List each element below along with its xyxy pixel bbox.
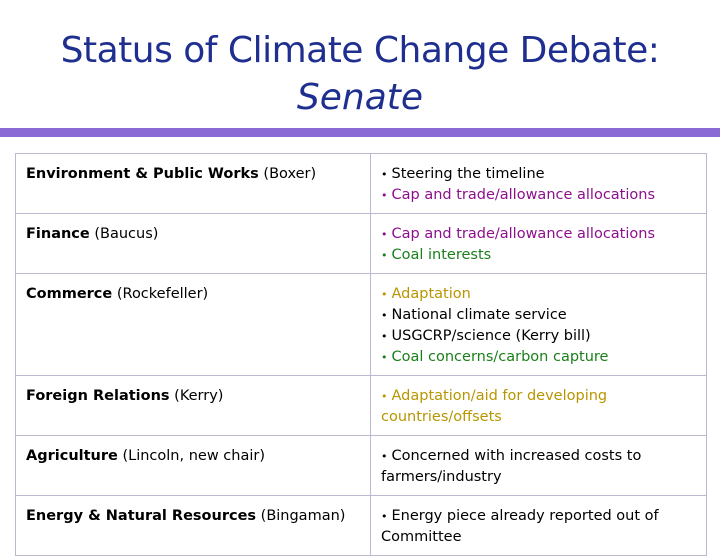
issue-item: • Coal concerns/carbon capture xyxy=(381,347,698,368)
title-line-2: Senate xyxy=(296,77,424,118)
issues-cell: • Cap and trade/allowance allocations • Coa… xyxy=(370,213,707,274)
bullet-icon: • xyxy=(381,228,388,241)
issues-cell: • Adaptation/aid for developing countries… xyxy=(370,375,707,436)
table-row: Environment & Public Works (Boxer) • Steer… xyxy=(15,153,707,214)
issue-item: • Energy piece already reported out of Co… xyxy=(381,506,698,548)
committee-name: Agriculture xyxy=(26,448,118,464)
title-line-1: Status of Climate Change Debate: xyxy=(60,30,660,71)
bullet-icon: • xyxy=(381,390,388,403)
table-row: Energy & Natural Resources (Bingaman) • En… xyxy=(15,495,707,556)
committee-name: Finance xyxy=(26,226,90,242)
issue-text: Cap and trade/allowance allocations xyxy=(391,187,656,203)
committee-chair: (Lincoln, new chair) xyxy=(117,448,265,464)
table-row: Agriculture (Lincoln, new chair) • Concern… xyxy=(15,435,707,496)
committee-chair: (Kerry) xyxy=(169,388,224,404)
issue-text: Cap and trade/allowance allocations xyxy=(391,226,656,242)
issue-item: • Concerned with increased costs to farme… xyxy=(381,446,698,488)
issue-text: Energy piece already reported out of Com… xyxy=(381,508,659,545)
issue-text: Adaptation xyxy=(391,286,471,302)
bullet-icon: • xyxy=(381,351,388,364)
issues-cell: • Adaptation • National climate service • USG… xyxy=(370,273,707,376)
issue-text: USGCRP/science (Kerry bill) xyxy=(391,328,591,344)
bullet-icon: • xyxy=(381,189,388,202)
bullet-icon: • xyxy=(381,450,388,463)
issues-cell: • Steering the timeline • Cap and trade/all… xyxy=(370,153,707,214)
slide-title: Status of Climate Change Debate: Senate xyxy=(0,30,720,118)
committee-chair: (Rockefeller) xyxy=(112,286,209,302)
table-row: Finance (Baucus) • Cap and trade/allowance… xyxy=(15,213,707,274)
committee-name: Foreign Relations xyxy=(26,388,170,404)
issue-item: • Cap and trade/allowance allocations xyxy=(381,185,698,206)
issue-item: • Adaptation xyxy=(381,284,698,305)
title-divider xyxy=(0,128,720,137)
committee-cell: Environment & Public Works (Boxer) xyxy=(15,153,371,214)
issues-cell: • Concerned with increased costs to farme… xyxy=(370,435,707,496)
committee-chair: (Bingaman) xyxy=(256,508,346,524)
committee-chair: (Boxer) xyxy=(258,166,317,182)
bullet-icon: • xyxy=(381,510,388,523)
issue-text: Coal concerns/carbon capture xyxy=(391,349,609,365)
bullet-icon: • xyxy=(381,309,388,322)
bullet-icon: • xyxy=(381,168,388,181)
committee-cell: Foreign Relations (Kerry) xyxy=(15,375,371,436)
issue-item: • Coal interests xyxy=(381,245,698,266)
committee-chair: (Baucus) xyxy=(89,226,159,242)
issue-item: • National climate service xyxy=(381,305,698,326)
committee-name: Energy & Natural Resources xyxy=(26,508,257,524)
bullet-icon: • xyxy=(381,249,388,262)
issue-text: Adaptation/aid for developing countries/… xyxy=(381,388,608,425)
committee-cell: Agriculture (Lincoln, new chair) xyxy=(15,435,371,496)
issue-text: Steering the timeline xyxy=(391,166,545,182)
issue-text: Coal interests xyxy=(391,247,492,263)
issues-cell: • Energy piece already reported out of Co… xyxy=(370,495,707,556)
issue-text: National climate service xyxy=(391,307,567,323)
issue-item: • Steering the timeline xyxy=(381,164,698,185)
bullet-icon: • xyxy=(381,330,388,343)
committee-name: Environment & Public Works xyxy=(26,166,259,182)
committee-table: Environment & Public Works (Boxer) • Steer… xyxy=(15,153,707,556)
bullet-icon: • xyxy=(381,288,388,301)
committee-cell: Commerce (Rockefeller) xyxy=(15,273,371,376)
issue-text: Concerned with increased costs to farmer… xyxy=(381,448,642,485)
committee-cell: Energy & Natural Resources (Bingaman) xyxy=(15,495,371,556)
committee-name: Commerce xyxy=(26,286,113,302)
issue-item: • USGCRP/science (Kerry bill) xyxy=(381,326,698,347)
table-row: Commerce (Rockefeller) • Adaptation • Nation… xyxy=(15,273,707,376)
issue-item: • Adaptation/aid for developing countries… xyxy=(381,386,698,428)
issue-item: • Cap and trade/allowance allocations xyxy=(381,224,698,245)
committee-cell: Finance (Baucus) xyxy=(15,213,371,274)
table-row: Foreign Relations (Kerry) • Adaptation/aid… xyxy=(15,375,707,436)
